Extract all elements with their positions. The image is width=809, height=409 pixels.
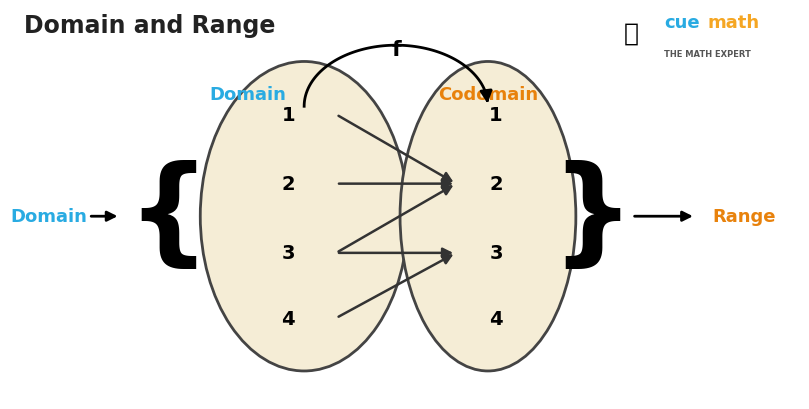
Text: Domain and Range: Domain and Range [24, 13, 276, 38]
Ellipse shape [201, 62, 408, 371]
Text: 1: 1 [489, 106, 502, 125]
Text: 2: 2 [489, 175, 502, 194]
Text: THE MATH EXPERT: THE MATH EXPERT [663, 50, 751, 59]
Text: Codomain: Codomain [438, 86, 538, 104]
Ellipse shape [400, 62, 576, 371]
Text: {: { [126, 160, 210, 274]
Text: f: f [392, 40, 401, 60]
Text: }: } [550, 160, 633, 274]
Text: Range: Range [712, 208, 776, 226]
Text: Domain: Domain [10, 208, 87, 226]
Text: 3: 3 [282, 244, 295, 263]
Text: 3: 3 [489, 244, 502, 263]
Text: 1: 1 [282, 106, 295, 125]
Text: 2: 2 [282, 175, 295, 194]
Text: 4: 4 [282, 309, 295, 328]
Text: cue: cue [663, 13, 700, 31]
Text: Domain: Domain [210, 86, 286, 104]
Text: math: math [708, 13, 760, 31]
Text: 🚀: 🚀 [624, 22, 639, 46]
Text: 4: 4 [489, 309, 502, 328]
